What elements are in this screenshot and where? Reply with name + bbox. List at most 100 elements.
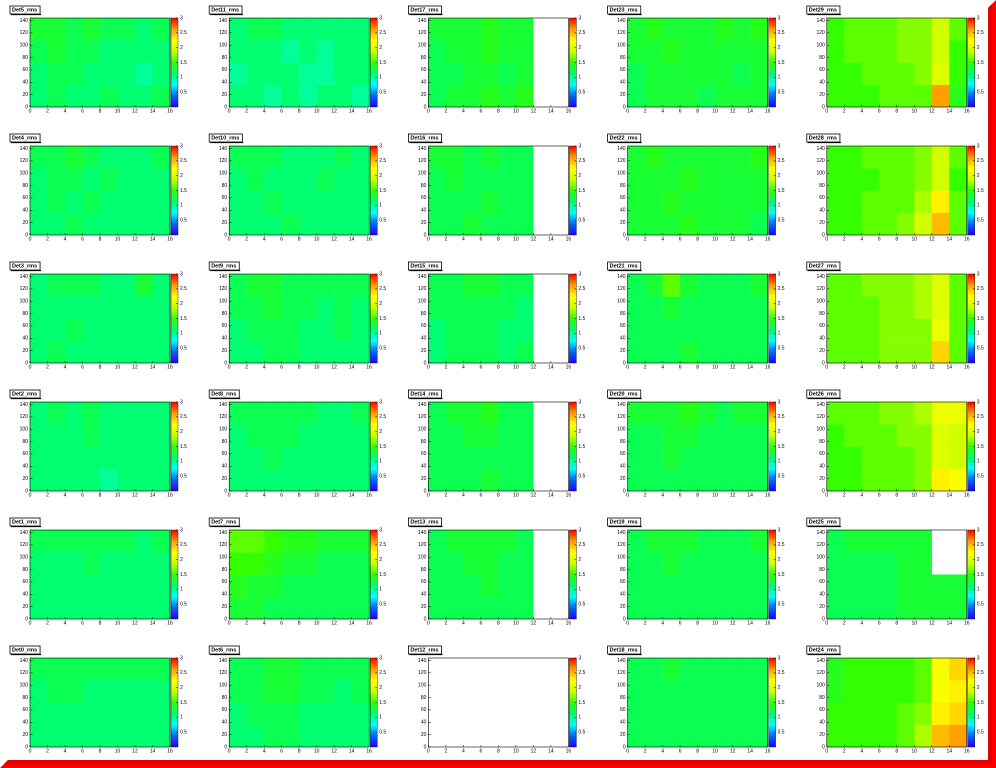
y-tick-label: 80 — [819, 695, 825, 701]
cell — [826, 190, 845, 213]
z-tick-label: 0.5 — [578, 345, 585, 351]
cell — [82, 62, 101, 85]
y-tick-label: 60 — [22, 195, 28, 201]
y-tick-label: 20 — [620, 476, 626, 482]
z-tick-label: 3 — [977, 655, 980, 661]
cell — [229, 190, 247, 213]
z-tick-label: 2 — [180, 301, 183, 307]
x-tick-label: 6 — [679, 748, 682, 754]
x-tick-label: 4 — [661, 748, 664, 754]
panel-title: Det15_rms — [410, 264, 438, 270]
x-tick-label: 8 — [497, 492, 500, 498]
pad: 0 2 4 6 8 10 12 14 160204060801001201400.511.522… — [407, 389, 586, 498]
cell — [30, 724, 48, 748]
x-tick-label: 4 — [860, 236, 863, 242]
cell — [428, 18, 447, 41]
cell — [47, 318, 66, 341]
z-tick-label: 0.5 — [977, 217, 984, 223]
cell — [715, 402, 733, 425]
y-tick-label: 100 — [219, 683, 228, 689]
cell — [281, 402, 300, 425]
y-tick-label: 0 — [424, 616, 427, 622]
cell — [896, 702, 915, 725]
cell — [100, 552, 118, 575]
cell — [152, 424, 171, 447]
y-tick-label: 60 — [222, 67, 228, 73]
cell — [463, 318, 482, 341]
z-tick-label: 3 — [778, 271, 781, 277]
cell — [229, 318, 247, 341]
y-tick-label: 80 — [222, 567, 228, 573]
y-tick-label: 0 — [25, 360, 28, 366]
cell — [715, 596, 733, 620]
x-tick-label: 2 — [445, 108, 448, 114]
z-tick-label: 0.5 — [578, 89, 585, 95]
cell — [732, 84, 751, 108]
cell — [117, 146, 136, 169]
z-tick-label: 2.5 — [778, 542, 785, 548]
panel-title: Det28_rms — [809, 136, 837, 142]
cell — [30, 274, 48, 297]
x-tick-label: 4 — [462, 620, 465, 626]
cell — [299, 724, 317, 748]
z-tick-label: 1.5 — [578, 572, 585, 578]
x-tick-label: 10 — [115, 620, 121, 626]
x-tick-label: 14 — [947, 108, 953, 114]
x-tick-label: 6 — [81, 108, 84, 114]
cell — [844, 680, 862, 703]
cell — [246, 168, 265, 191]
x-tick-label: 0 — [29, 748, 32, 754]
z-tick-label: 1 — [778, 331, 781, 337]
cell — [30, 596, 48, 620]
cell — [445, 84, 464, 108]
z-tick-label: 1 — [379, 331, 382, 337]
y-tick-label: 80 — [22, 55, 28, 61]
cell — [515, 424, 534, 447]
cell — [428, 168, 447, 191]
y-tick-label: 120 — [219, 30, 228, 36]
x-tick-label: 2 — [445, 492, 448, 498]
title-box — [607, 645, 642, 655]
y-tick-label: 20 — [222, 476, 228, 482]
x-tick-label: 4 — [462, 364, 465, 370]
y-tick-label: 80 — [222, 55, 228, 61]
cell — [697, 62, 716, 85]
cell — [229, 274, 247, 297]
x-tick-label: 12 — [730, 364, 736, 370]
pad: 0 2 4 6 8 10 12 14 160204060801001201400.511.522… — [208, 133, 386, 242]
pad: 0 2 4 6 8 10 12 14 160204060801001201400.511.522… — [407, 517, 586, 626]
y-tick-label: 60 — [819, 707, 825, 713]
z-tick-label: 1 — [180, 459, 183, 465]
x-tick-label: 6 — [81, 364, 84, 370]
cell — [861, 402, 880, 425]
cell — [844, 18, 862, 41]
cell — [861, 18, 880, 41]
y-tick-label: 20 — [819, 604, 825, 610]
y-tick-label: 60 — [620, 451, 626, 457]
cell — [750, 724, 768, 748]
x-tick-label: 10 — [513, 748, 519, 754]
x-tick-label: 6 — [480, 108, 483, 114]
y-tick-label: 140 — [418, 658, 427, 664]
cell — [480, 296, 499, 319]
panel-title: Det4_rms — [12, 136, 37, 142]
cell — [299, 468, 317, 492]
cell — [750, 40, 768, 63]
cell — [463, 468, 482, 492]
z-tick-label: 0.5 — [977, 729, 984, 735]
cell — [627, 596, 646, 620]
z-tick-label: 2 — [379, 45, 382, 51]
cell — [445, 168, 464, 191]
cell — [680, 168, 698, 191]
cell — [229, 212, 247, 236]
cell — [264, 212, 282, 236]
cell — [680, 658, 698, 681]
y-tick-label: 80 — [421, 311, 427, 317]
x-tick-label: 12 — [331, 620, 337, 626]
y-tick-label: 20 — [819, 476, 825, 482]
cell — [246, 402, 265, 425]
cell — [281, 702, 300, 725]
pad: 0 2 4 6 8 10 12 14 160204060801001201400.511.522… — [607, 261, 785, 370]
x-tick-label: 10 — [314, 620, 320, 626]
z-tick-label: 2.5 — [578, 670, 585, 676]
